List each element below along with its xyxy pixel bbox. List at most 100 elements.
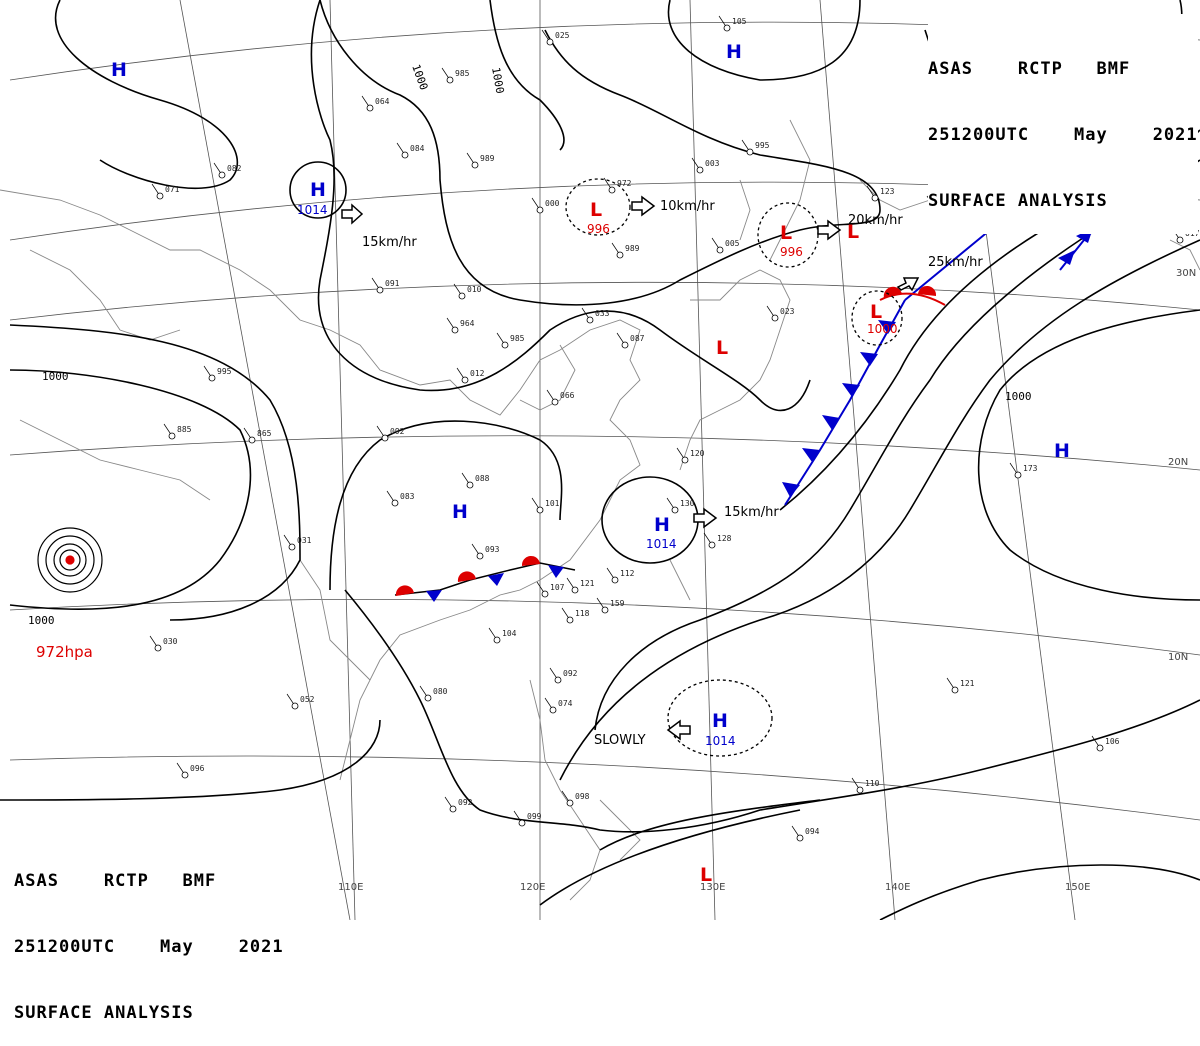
low-center: L <box>780 222 792 244</box>
movement-labels: 15km/hr 10km/hr 20km/hr 25km/hr 15km/hr … <box>362 199 983 748</box>
station-circle <box>536 506 544 514</box>
header-line-3: SURFACE ANALYSIS <box>14 1003 194 1023</box>
header-line-2: 251200UTC May 2021 <box>928 125 1198 145</box>
station-pressure: 995 <box>755 141 770 150</box>
svg-text:1000: 1000 <box>1005 390 1032 403</box>
low-value: 996 <box>587 222 610 236</box>
station-pressure: 995 <box>217 367 232 376</box>
station-pressure: 092 <box>390 427 405 436</box>
station-plot: 995 <box>741 139 770 156</box>
station-circle <box>746 148 754 156</box>
station-plot: 064 <box>361 95 390 112</box>
station-circle <box>586 316 594 324</box>
station-circle <box>681 456 689 464</box>
station-plot: 989 <box>466 152 495 169</box>
station-circle <box>551 398 559 406</box>
station-pressure: 106 <box>1105 737 1120 746</box>
station-plot: 000 <box>531 197 560 214</box>
station-pressure: 885 <box>177 425 192 434</box>
header-line-3: SURFACE ANALYSIS <box>928 191 1108 211</box>
svg-text:20N: 20N <box>1168 457 1188 468</box>
typhoon-pressure: 972hpa <box>36 643 93 661</box>
station-pressure: 101 <box>545 499 560 508</box>
station-pressure: 098 <box>575 792 590 801</box>
station-pressure: 118 <box>575 609 590 618</box>
station-plot: 096 <box>176 762 205 779</box>
high-center: H <box>1054 440 1070 462</box>
station-plot: 082 <box>213 162 242 179</box>
station-plot: 110 <box>851 777 880 794</box>
station-pressure: 110 <box>865 779 880 788</box>
station-plot: 101 <box>531 497 560 514</box>
station-plot: 964 <box>446 317 475 334</box>
station-plot: 031 <box>283 534 312 551</box>
station-circle <box>376 286 384 294</box>
station-circle <box>1096 744 1104 752</box>
station-pressure: 031 <box>297 536 312 545</box>
station-pressure: 104 <box>502 629 517 638</box>
station-plot: 107 <box>536 581 565 598</box>
svg-text:140E: 140E <box>885 882 910 893</box>
station-plot: 093 <box>471 543 500 560</box>
station-circle <box>181 771 189 779</box>
station-pressure: 083 <box>400 492 415 501</box>
station-plots: 985 064 084 989 000 972 003 995 005 989 010 091 964 9… <box>149 15 1200 842</box>
station-circle <box>566 616 574 624</box>
station-plot: 118 <box>561 607 590 624</box>
high-center: H <box>726 41 742 63</box>
station-circle <box>451 326 459 334</box>
station-circle <box>446 76 454 84</box>
station-plot: 885 <box>163 423 192 440</box>
station-circle <box>476 552 484 560</box>
svg-text:10N: 10N <box>1168 652 1188 663</box>
station-plot: 088 <box>461 472 490 489</box>
station-pressure: 121 <box>960 679 975 688</box>
station-pressure: 003 <box>705 159 720 168</box>
station-pressure: 096 <box>190 764 205 773</box>
station-plot: 087 <box>616 332 645 349</box>
station-circle <box>458 292 466 300</box>
station-pressure: 105 <box>732 17 747 26</box>
station-pressure: 865 <box>257 429 272 438</box>
station-plot: 023 <box>766 305 795 322</box>
high-value: 1014 <box>646 537 677 551</box>
station-plot: 033 <box>581 307 610 324</box>
station-pressure: 012 <box>470 369 485 378</box>
svg-text:SLOWLY: SLOWLY <box>594 733 646 748</box>
station-pressure: 985 <box>510 334 525 343</box>
station-circle <box>466 481 474 489</box>
station-circle <box>471 161 479 169</box>
station-plot: 080 <box>419 685 448 702</box>
high-center: H <box>712 710 728 732</box>
station-circle <box>381 434 389 442</box>
station-circle <box>291 702 299 710</box>
station-plot: 995 <box>203 365 232 382</box>
svg-text:130E: 130E <box>700 882 725 893</box>
svg-text:1000: 1000 <box>42 370 69 383</box>
header-line-1: ASAS RCTP BMF <box>14 871 217 891</box>
station-circle <box>154 644 162 652</box>
station-plot: 173 <box>1009 462 1038 479</box>
station-circle <box>1176 236 1184 244</box>
header-bottom-left: ASAS RCTP BMF 251200UTC May 2021 SURFACE… <box>14 826 284 1046</box>
station-plot: 865 <box>243 427 272 444</box>
station-circle <box>493 636 501 644</box>
high-center: H <box>310 179 326 201</box>
station-pressure: 088 <box>475 474 490 483</box>
station-plot: 010 <box>453 283 482 300</box>
station-pressure: 064 <box>375 97 390 106</box>
station-pressure: 033 <box>595 309 610 318</box>
pressure-centers: H 1014 H H H 1014 H 1014 H H L 996 L 996… <box>111 41 1070 886</box>
warm-front <box>879 285 946 306</box>
station-plot: 092 <box>444 796 473 813</box>
station-pressure: 074 <box>558 699 573 708</box>
station-circle <box>951 686 959 694</box>
station-pressure: 080 <box>433 687 448 696</box>
station-circle <box>248 436 256 444</box>
low-value: 1000 <box>867 322 898 336</box>
svg-text:15km/hr: 15km/hr <box>724 505 779 520</box>
station-pressure: 010 <box>467 285 482 294</box>
station-pressure: 030 <box>163 637 178 646</box>
svg-text:1000: 1000 <box>489 66 506 94</box>
station-pressure: 023 <box>780 307 795 316</box>
